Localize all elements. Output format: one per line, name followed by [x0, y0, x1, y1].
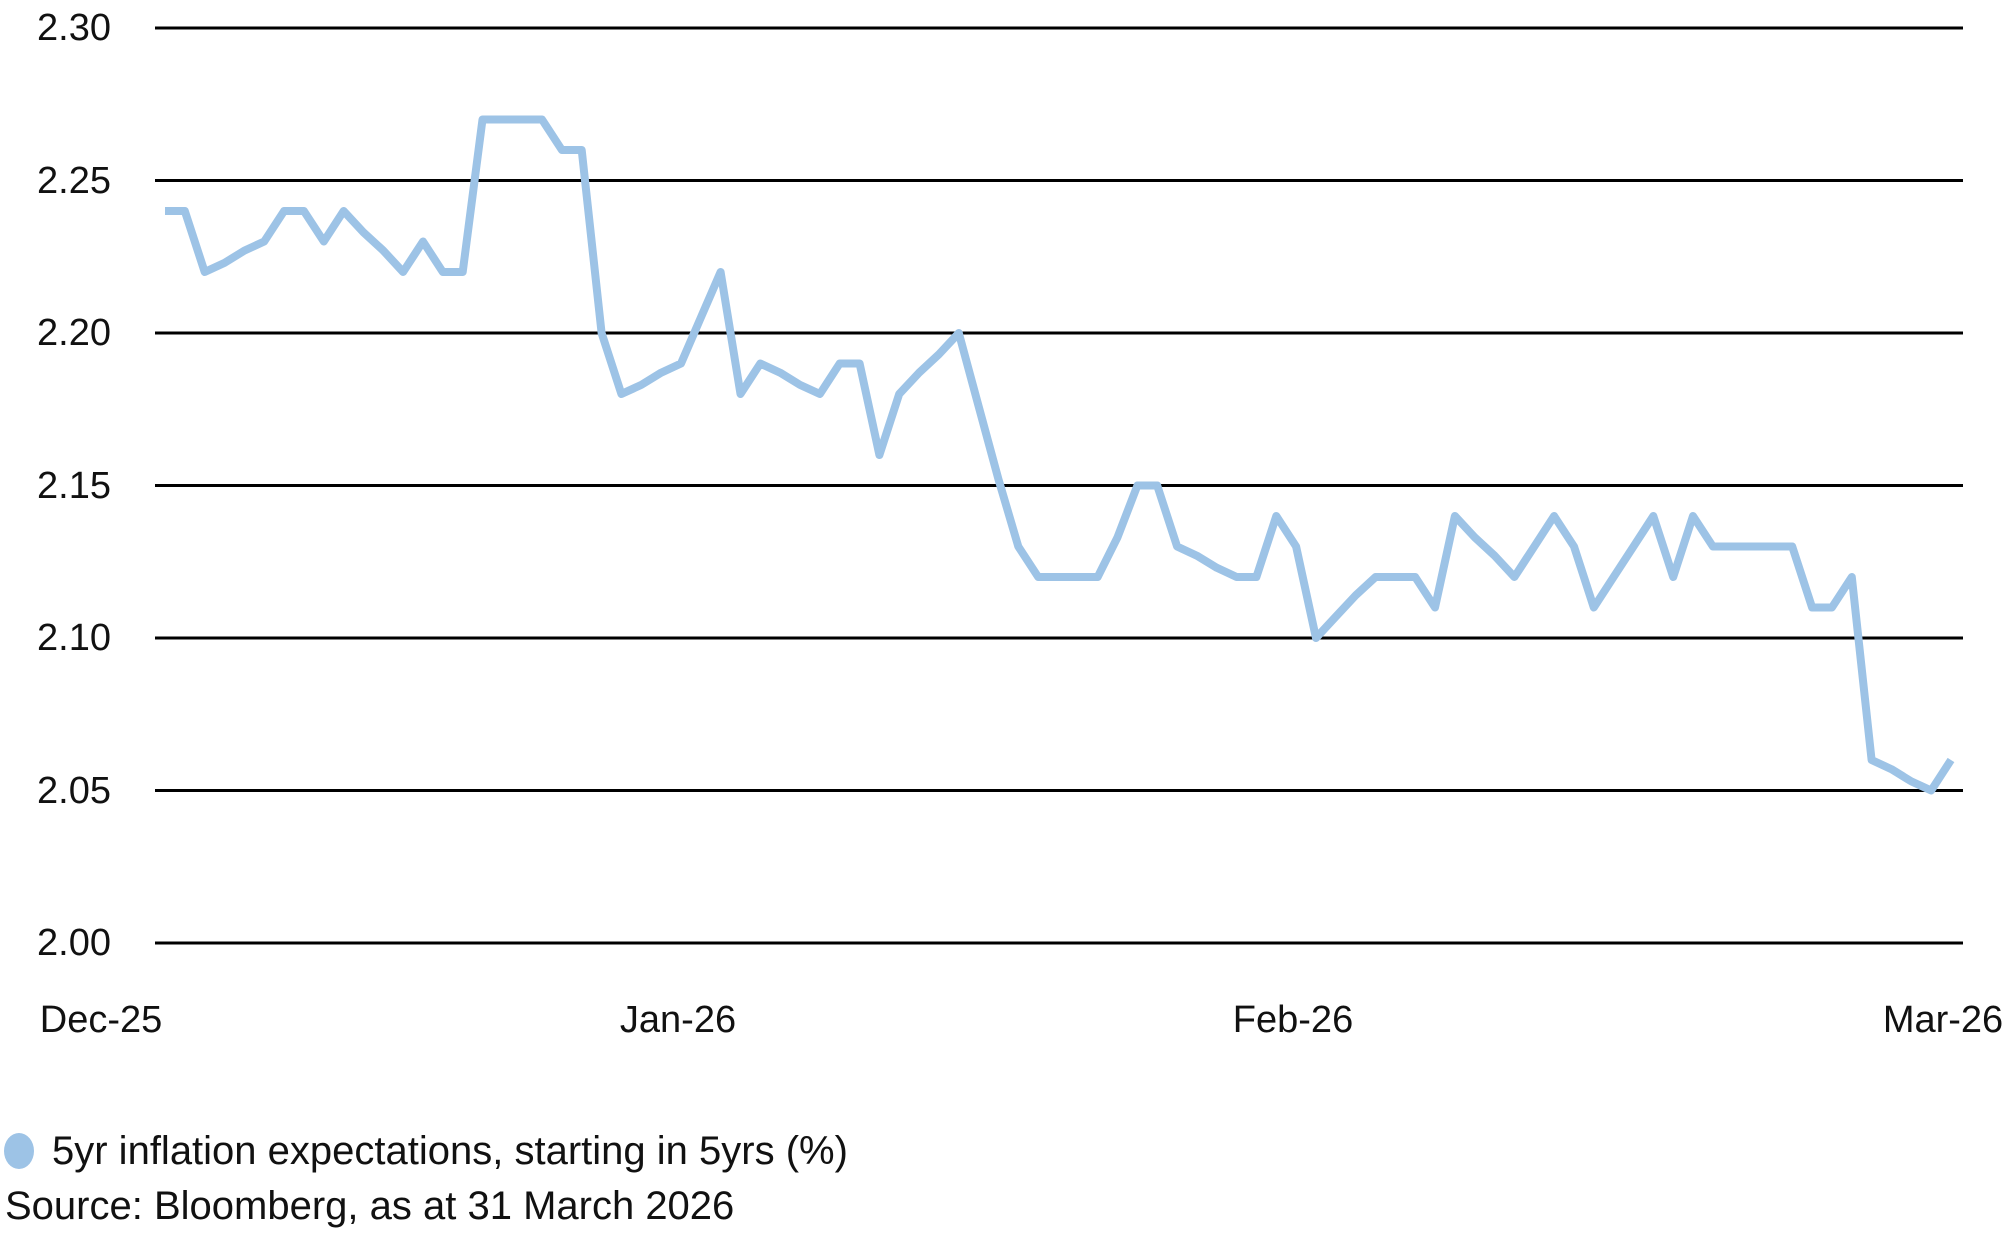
y-axis-label: 2.30 [37, 7, 111, 49]
source-note: Source: Bloomberg, as at 31 March 2026 [5, 1184, 735, 1228]
x-axis-label: Jan-26 [619, 999, 737, 1041]
legend: 5yr inflation expectations, starting in … [4, 1131, 848, 1171]
x-axis-label: Feb-26 [1232, 999, 1354, 1041]
x-axis-label: Mar-26 [1882, 999, 2004, 1041]
y-axis-label: 2.15 [37, 464, 111, 507]
series-line [165, 115, 1955, 795]
y-axis-label: 2.00 [37, 922, 111, 964]
y-axis-label: 2.05 [37, 769, 111, 812]
legend-label: 5yr inflation expectations, starting in … [52, 1129, 848, 1173]
gridlines [155, 26, 1963, 945]
legend-marker-icon [4, 1133, 34, 1169]
y-axis-label: 2.25 [37, 159, 111, 202]
x-axis-label: Dec-25 [39, 999, 163, 1041]
y-axis-label: 2.20 [37, 312, 111, 354]
y-axis-label: 2.10 [37, 617, 111, 659]
